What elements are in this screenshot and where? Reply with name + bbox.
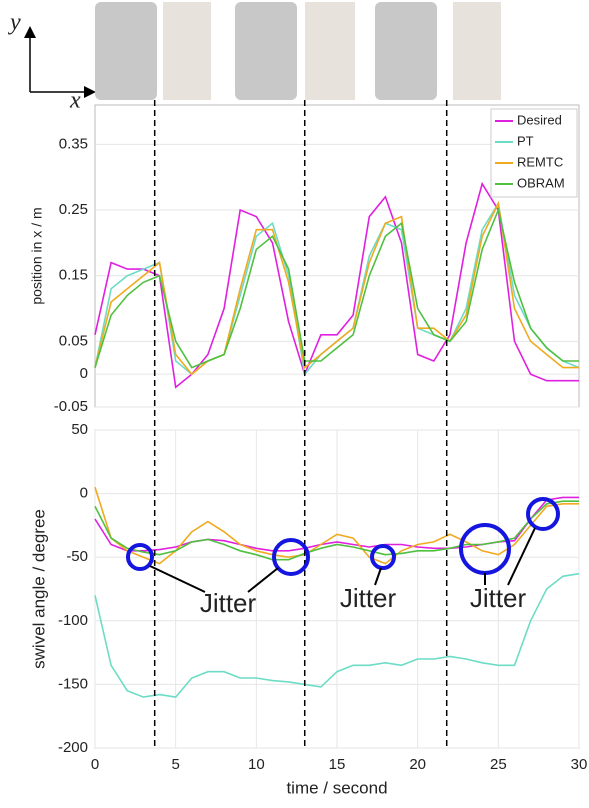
y-tick-label: 0.35 xyxy=(59,135,88,152)
series-line xyxy=(94,207,579,369)
annotation: Jitter xyxy=(470,583,527,613)
x-tick-label: 5 xyxy=(171,756,179,773)
y-tick-label: -100 xyxy=(58,612,88,629)
jitter-circle xyxy=(526,497,560,531)
legend-label: REMTC xyxy=(517,154,563,169)
annotation-connector xyxy=(247,567,279,593)
x-axis-label: time / second xyxy=(286,778,387,797)
jitter-circle xyxy=(126,543,154,571)
annotation: Jitter xyxy=(340,583,397,613)
series-line xyxy=(94,200,579,376)
x-tick-label: 0 xyxy=(91,756,99,773)
legend-box xyxy=(490,108,578,198)
x-tick-label: 30 xyxy=(571,756,588,773)
frame-label: x xyxy=(69,88,81,114)
y-tick-label: 0.15 xyxy=(59,267,88,284)
x-tick-label: 25 xyxy=(490,756,507,773)
y-tick-label: -200 xyxy=(58,739,88,756)
series-line xyxy=(94,572,580,698)
y-axis-label: position in x / m xyxy=(29,207,45,304)
annotation-connector xyxy=(374,567,382,586)
photo-strip xyxy=(95,2,501,100)
frame-label: y xyxy=(8,10,21,36)
y-tick-label: -150 xyxy=(58,675,88,692)
y-tick-label: 0.05 xyxy=(59,332,88,349)
annotation-connector xyxy=(507,527,536,586)
series-line xyxy=(94,500,579,561)
jitter-circle xyxy=(370,544,396,570)
y-tick-label: 0 xyxy=(80,485,88,502)
y-tick-label: -0.05 xyxy=(54,398,88,415)
jitter-circle xyxy=(272,538,310,576)
annotation-connector xyxy=(149,565,206,593)
x-tick-label: 20 xyxy=(409,756,426,773)
x-tick-label: 10 xyxy=(248,756,265,773)
x-tick-label: 15 xyxy=(329,756,346,773)
legend-label: OBRAM xyxy=(517,175,565,190)
legend-label: PT xyxy=(517,133,534,148)
y-tick-label: 50 xyxy=(71,421,88,438)
annotation: Jitter xyxy=(200,588,257,618)
y-tick-label: 0.25 xyxy=(59,201,88,218)
y-axis-label: swivel angle / degree xyxy=(29,509,48,669)
y-tick-label: 0 xyxy=(80,365,88,382)
y-tick-label: -50 xyxy=(66,548,88,565)
legend-label: Desired xyxy=(517,112,562,127)
